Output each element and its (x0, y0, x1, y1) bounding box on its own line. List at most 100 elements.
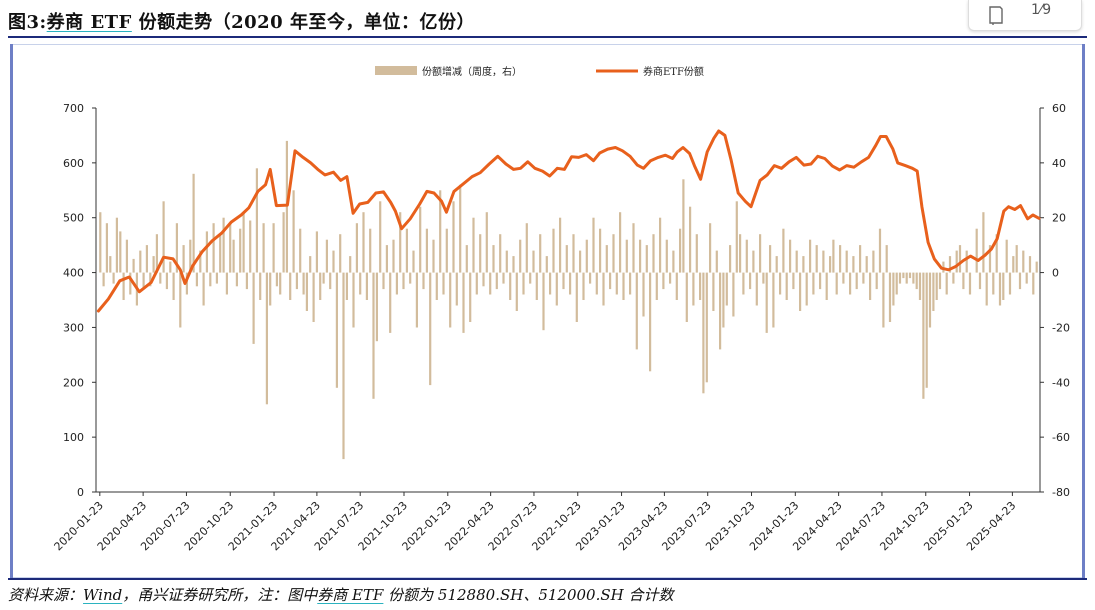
bar-mark (122, 272, 125, 300)
bar-mark (362, 212, 365, 273)
bar-mark (442, 272, 445, 295)
bar-mark (869, 272, 872, 300)
bar-mark (789, 239, 792, 273)
bar-mark (952, 272, 955, 284)
bar-mark (525, 223, 528, 273)
bar-mark (259, 272, 262, 300)
bar-mark (702, 272, 705, 394)
bar-mark (179, 272, 182, 328)
bar-mark (392, 239, 395, 273)
bar-mark (595, 272, 598, 295)
bar-mark (965, 250, 968, 273)
bar-mark (602, 272, 605, 306)
document-icon[interactable] (987, 5, 1005, 29)
bar-mark (189, 239, 192, 273)
corner-toolbar: 1⁄9 (968, 0, 1082, 31)
bar-mark (535, 272, 538, 300)
bar-mark (402, 272, 405, 290)
bar-mark (762, 272, 765, 284)
bar-mark (339, 234, 342, 273)
left-tick-label: 600 (63, 157, 84, 170)
bar-mark (249, 220, 252, 273)
bar-mark (675, 272, 678, 300)
bar-mark (272, 223, 275, 273)
bar-mark (612, 234, 615, 273)
bar-mark (918, 272, 922, 300)
source-prefix: 资料来源： (8, 586, 84, 604)
bar-mark (832, 239, 835, 273)
bar-mark (719, 272, 722, 350)
bar-mark (948, 256, 952, 273)
bar-mark (162, 201, 165, 273)
bar-mark (1022, 250, 1025, 273)
bar-mark (382, 272, 385, 290)
bar-mark (219, 234, 222, 273)
bar-mark (712, 272, 715, 311)
bar-mark (699, 272, 702, 300)
bar-mark (978, 272, 982, 290)
bar-mark (689, 206, 692, 273)
left-tick-label: 0 (77, 486, 84, 499)
left-tick-label: 500 (63, 212, 84, 225)
bar-mark (459, 184, 462, 273)
bar-mark (739, 234, 742, 273)
bar-mark (522, 272, 525, 295)
bar-mark (452, 201, 455, 273)
bar-mark (145, 245, 148, 273)
bar-mark (652, 234, 655, 273)
bar-mark (759, 234, 762, 273)
bar-mark (345, 272, 348, 300)
bar-mark (262, 223, 265, 273)
bar-mark (119, 231, 122, 273)
bar-mark (425, 228, 428, 273)
bar-mark (309, 256, 312, 273)
legend-bar-label: 份额增减（周度，右） (422, 65, 522, 78)
bar-mark (998, 272, 1002, 306)
bar-mark (155, 234, 158, 273)
bar-mark (275, 272, 278, 287)
bar-mark (242, 212, 245, 273)
bar-mark (199, 250, 202, 273)
bar-mark (592, 217, 595, 273)
bar-mark (492, 245, 495, 273)
bar-mark (222, 217, 225, 273)
bar-mark (252, 272, 255, 344)
bar-mark (129, 272, 132, 295)
bar-mark (812, 272, 815, 295)
bar-mark (312, 272, 315, 322)
bar-mark (819, 272, 822, 290)
bar-mark (399, 212, 402, 273)
bar-mark (609, 272, 612, 290)
bar-mark (755, 272, 758, 306)
bar-mark (992, 272, 995, 295)
bar-mark (988, 245, 992, 273)
bar-mark (409, 272, 412, 284)
bar-mark (539, 234, 542, 273)
bar-mark (325, 239, 328, 273)
bar-mark (779, 272, 782, 295)
bar-mark (295, 272, 298, 290)
bar-mark (589, 272, 592, 284)
bar-mark (902, 272, 905, 279)
bar-mark (302, 272, 305, 295)
bar-mark (709, 223, 712, 273)
bar-mark (639, 239, 642, 273)
bar-mark (845, 250, 848, 273)
bar-mark (752, 250, 755, 273)
bar-mark (925, 272, 928, 388)
bar-mark (205, 231, 208, 273)
bar-mark (279, 272, 282, 295)
bar-mark (892, 272, 895, 306)
bar-mark (669, 272, 672, 284)
bar-mark (99, 212, 102, 273)
bar-mark (935, 272, 938, 300)
bar-mark (629, 272, 632, 295)
bar-mark (822, 250, 825, 273)
bar-mark (735, 201, 738, 273)
bar-mark (265, 272, 268, 405)
bar-mark (372, 272, 375, 399)
bar-mark (485, 212, 488, 273)
source-highlight: 券商 ETF (317, 586, 384, 604)
bar-mark (898, 272, 902, 284)
